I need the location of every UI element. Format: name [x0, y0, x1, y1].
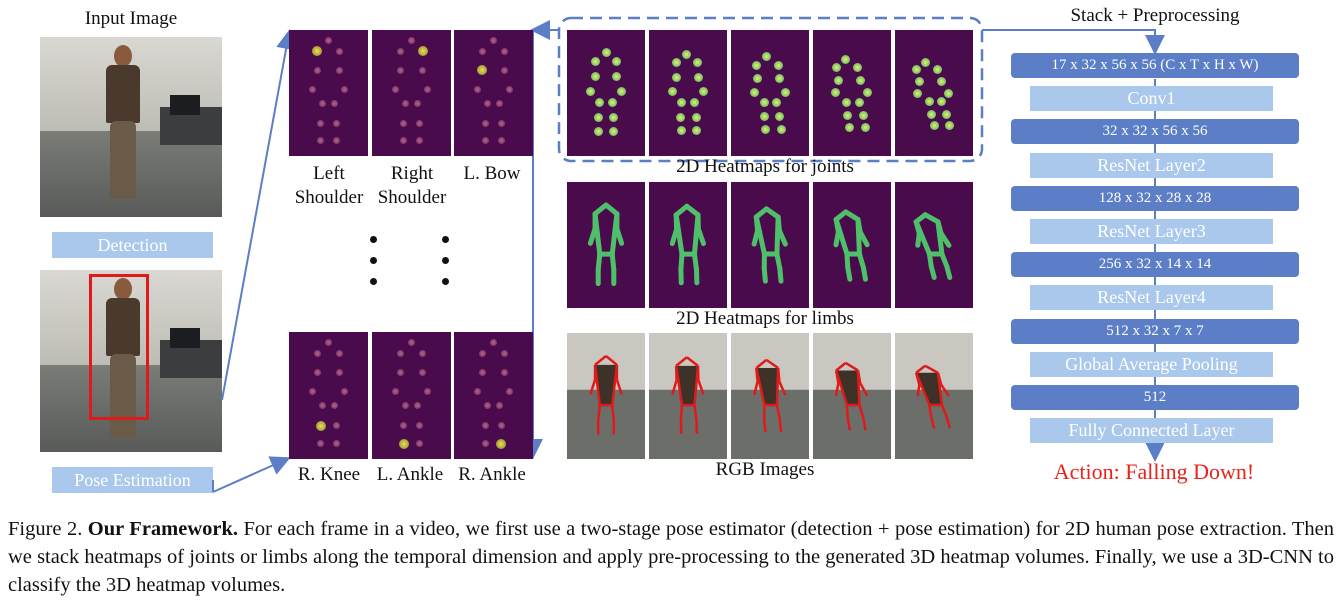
heatmap-label-r-knee: R. Knee: [297, 464, 361, 485]
caption-body: For each frame in a video, we first use …: [8, 518, 1335, 596]
rgb-seq-frame-4: [895, 333, 973, 459]
ellipsis-left: [370, 236, 378, 288]
rgb-seq-frame-1: [649, 333, 727, 459]
input-image-label: Input Image: [84, 8, 178, 29]
detection-box: Detection: [52, 232, 213, 258]
heatmap-joint-top-0: [289, 30, 368, 156]
limb-seq-frame-2: [731, 182, 809, 308]
rgb-seq-frame-2: [731, 333, 809, 459]
heatmap-joint-bottom-1: [372, 332, 451, 459]
heatmap-label-right-shoulder: Right Shoulder: [377, 163, 447, 208]
rgb-images-label: RGB Images: [715, 459, 815, 480]
pose-estimation-box: Pose Estimation: [52, 467, 213, 493]
caption-prefix: Figure 2.: [8, 518, 83, 540]
shape-block-6: 256 x 32 x 14 x 14: [1011, 252, 1299, 278]
shape-block-2: 32 x 32 x 56 x 56: [1011, 119, 1299, 145]
heatmap-label-l-ankle: L. Ankle: [376, 464, 444, 485]
heatmap-joint-bottom-2: [454, 332, 533, 459]
heatmap-joint-top-1: [372, 30, 451, 156]
figure-caption: Figure 2. Our Framework. For each frame …: [8, 515, 1334, 599]
heatmap-label-r-ankle: R. Ankle: [458, 464, 526, 485]
heatmap-label-l-bow: L. Bow: [463, 163, 521, 184]
arrow-to-top-heatmaps: [221, 29, 296, 401]
layer-block-9: Global Average Pooling: [1030, 351, 1273, 377]
layer-block-1: Conv1: [1030, 86, 1273, 112]
action-label: Action: Falling Down!: [1053, 459, 1255, 484]
joints-heatmap-label: 2D Heatmaps for joints: [676, 156, 854, 177]
limb-seq-frame-1: [649, 182, 727, 308]
joint-seq-frame-2: [731, 30, 809, 156]
joint-seq-frame-0: [567, 30, 645, 156]
ellipsis-right: [442, 236, 450, 288]
rgb-seq-frame-3: [813, 333, 891, 459]
layer-block-7: ResNet Layer4: [1030, 285, 1273, 311]
rgb-seq-frame-0: [567, 333, 645, 459]
joint-seq-frame-3: [813, 30, 891, 156]
heatmap-joint-bottom-0: [289, 332, 368, 459]
arrow-to-bottom-heatmaps: [212, 456, 291, 493]
shape-block-8: 512 x 32 x 7 x 7: [1011, 318, 1299, 344]
limbs-heatmap-label: 2D Heatmaps for limbs: [676, 308, 854, 329]
detected-image: [40, 270, 222, 452]
limb-seq-frame-0: [567, 182, 645, 308]
limb-seq-frame-4: [895, 182, 973, 308]
joint-seq-frame-1: [649, 30, 727, 156]
layer-block-11: Fully Connected Layer: [1030, 418, 1273, 444]
layer-block-3: ResNet Layer2: [1030, 152, 1273, 178]
joints-dashed-frame: [557, 16, 984, 163]
stack-preprocessing-label: Stack + Preprocessing: [1070, 5, 1240, 26]
arrow-stack-preprocessing: [982, 29, 1165, 55]
detection-bounding-box: [89, 274, 149, 420]
joint-seq-frame-4: [895, 30, 973, 156]
heatmap-joint-top-2: [454, 30, 533, 156]
arrow-from-sequence: [532, 29, 560, 455]
caption-title: Our Framework.: [87, 518, 239, 540]
input-image: [40, 37, 222, 217]
limb-seq-frame-3: [813, 182, 891, 308]
heatmap-label-left-shoulder: Left Shoulder: [294, 163, 364, 208]
shape-block-4: 128 x 32 x 28 x 28: [1011, 185, 1299, 211]
shape-block-0: 17 x 32 x 56 x 56 (C x T x H x W): [1011, 53, 1299, 78]
layer-block-5: ResNet Layer3: [1030, 219, 1273, 244]
shape-block-10: 512: [1011, 385, 1299, 410]
